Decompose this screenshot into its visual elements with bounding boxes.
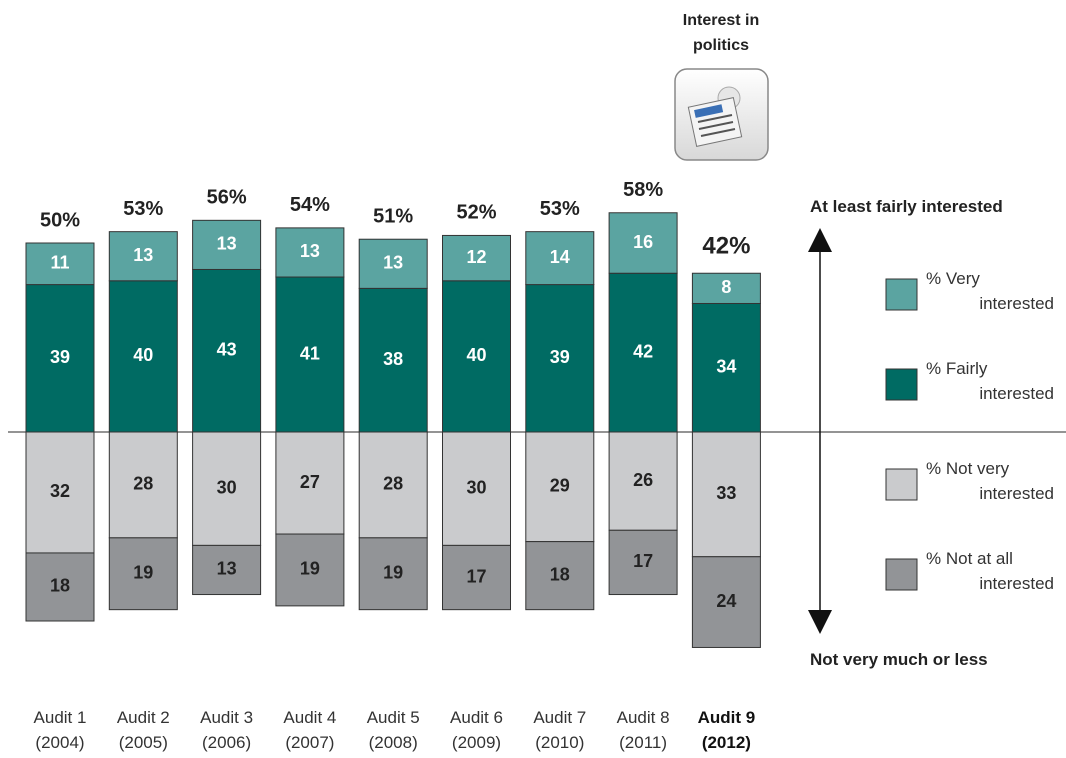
legend-swatch — [886, 469, 917, 500]
x-tick-label: Audit 6 (2009) — [437, 705, 517, 755]
total-label: 53% — [123, 198, 163, 220]
data-label: 18 — [550, 564, 570, 584]
data-label: 13 — [217, 559, 237, 579]
data-label: 16 — [633, 232, 653, 252]
data-label: 32 — [50, 481, 70, 501]
data-label: 18 — [50, 576, 70, 596]
data-label: 30 — [217, 477, 237, 497]
x-tick-label: Audit 3 (2006) — [187, 705, 267, 755]
data-label: 11 — [50, 253, 69, 273]
double-arrow — [808, 228, 832, 634]
data-label: 28 — [133, 474, 153, 494]
x-tick-label: Audit 4 (2007) — [270, 705, 350, 755]
data-label: 27 — [300, 472, 320, 492]
x-tick-label: Audit 7 (2010) — [520, 705, 600, 755]
data-label: 17 — [633, 551, 653, 571]
total-label: 51% — [373, 206, 413, 228]
total-label: 53% — [540, 198, 580, 220]
x-tick-label: Audit 5 (2008) — [353, 705, 433, 755]
data-label: 38 — [383, 349, 403, 369]
data-label: 17 — [466, 566, 486, 586]
data-label: 8 — [721, 277, 731, 297]
total-label: 58% — [623, 179, 663, 201]
data-label: 19 — [300, 559, 320, 579]
data-label: 24 — [716, 591, 736, 611]
legend-label: % Not at all interested — [926, 546, 1054, 596]
x-tick-label: Audit 9 (2012) — [686, 705, 766, 755]
data-label: 39 — [550, 347, 570, 367]
data-label: 26 — [633, 470, 653, 490]
data-label: 19 — [133, 563, 153, 583]
chart: 39 11 32 18 50% 40 13 28 19 53% 43 13 30 13 56% 41 13 27 1… — [0, 0, 1066, 758]
x-tick-label: Audit 1 (2004) — [20, 705, 100, 755]
legend-label: % Not very interested — [926, 456, 1054, 506]
legend-label: % Fairly interested — [926, 356, 1054, 406]
data-label: 13 — [133, 245, 153, 265]
data-label: 43 — [217, 339, 237, 359]
data-label: 42 — [633, 341, 653, 361]
total-label: 42% — [702, 233, 750, 260]
legend-label: % Very interested — [926, 266, 1054, 316]
annotation: At least fairly interested — [810, 197, 1003, 217]
data-label: 13 — [300, 241, 320, 261]
total-label: 50% — [40, 209, 80, 231]
x-tick-label: Audit 2 (2005) — [103, 705, 183, 755]
data-label: 13 — [383, 253, 403, 273]
total-label: 54% — [290, 194, 330, 216]
total-label: 52% — [456, 202, 496, 224]
legend-swatch — [886, 559, 917, 590]
data-label: 41 — [300, 343, 320, 363]
data-label: 34 — [716, 356, 736, 376]
data-label: 40 — [466, 345, 486, 365]
x-tick-label: Audit 8 (2011) — [603, 705, 683, 755]
legend-swatch — [886, 279, 917, 310]
total-label: 56% — [207, 187, 247, 209]
data-label: 12 — [466, 247, 486, 267]
legend-swatch — [886, 369, 917, 400]
data-label: 33 — [716, 483, 736, 503]
data-label: 14 — [550, 247, 570, 267]
data-label: 29 — [550, 476, 570, 496]
annotation: Not very much or less — [810, 650, 988, 670]
page: 39 11 32 18 50% 40 13 28 19 53% 43 13 30 13 56% 41 13 27 1… — [0, 0, 1066, 758]
data-label: 30 — [466, 477, 486, 497]
data-label: 19 — [383, 563, 403, 583]
data-label: 13 — [217, 234, 237, 254]
data-label: 39 — [50, 347, 70, 367]
data-label: 28 — [383, 474, 403, 494]
icon — [675, 69, 768, 160]
chart-title: Interest in politics — [661, 8, 781, 58]
data-label: 40 — [133, 345, 153, 365]
